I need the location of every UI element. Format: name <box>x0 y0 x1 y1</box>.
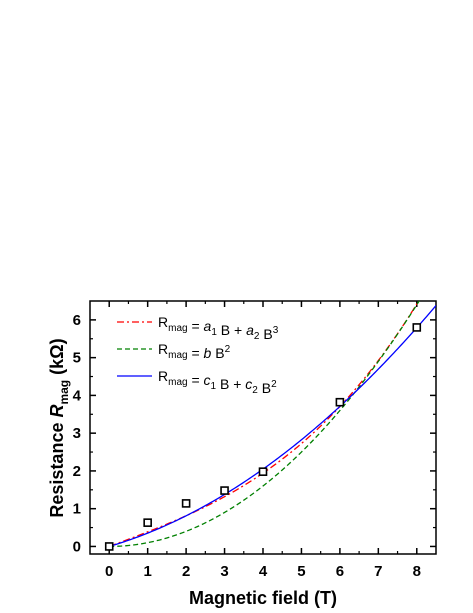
fit-curve-3 <box>109 305 436 548</box>
x-tick-label: 2 <box>182 563 190 580</box>
y-tick-label: 0 <box>73 538 81 555</box>
data-point <box>181 499 191 508</box>
x-tick-label: 4 <box>259 563 268 580</box>
x-tick-label: 3 <box>220 563 228 580</box>
legend-entry-3: Rmag = c1 B + c2 B2 <box>158 368 277 396</box>
fit-curve-2 <box>109 301 420 548</box>
x-tick-label: 0 <box>105 563 113 580</box>
data-point <box>104 542 114 551</box>
x-tick-label: 1 <box>143 563 151 580</box>
x-tick-label: 8 <box>413 563 421 580</box>
y-tick-label: 5 <box>73 350 81 367</box>
x-tick-label: 5 <box>297 563 305 580</box>
y-axis-title: Resistance Rmag (kΩ) <box>47 338 71 517</box>
data-point <box>220 486 229 495</box>
data-point <box>412 323 422 332</box>
y-tick-label: 1 <box>73 501 81 518</box>
data-point <box>335 397 345 407</box>
x-tick-label: 7 <box>374 563 382 580</box>
data-point <box>258 467 268 476</box>
x-tick-label: 6 <box>336 563 344 580</box>
y-tick-label: 2 <box>73 463 81 480</box>
data-point <box>143 518 152 527</box>
x-axis-title: Magnetic field (T) <box>189 588 337 608</box>
legend-entry-2: Rmag = b B2 <box>158 341 231 361</box>
y-tick-label: 6 <box>73 312 81 329</box>
legend-entry-1: Rmag = a1 B + a2 B3 <box>158 314 279 342</box>
y-tick-label: 4 <box>73 387 82 404</box>
y-tick-label: 3 <box>73 425 81 442</box>
fit-curve-1 <box>108 301 420 548</box>
